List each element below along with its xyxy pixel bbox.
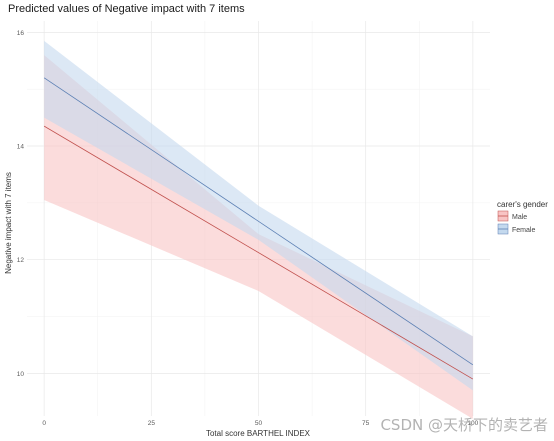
y-tick-label: 16	[17, 30, 25, 37]
legend: carer's gender Male Female	[497, 200, 548, 235]
series-line-female	[43, 77, 474, 366]
x-tick-label: 25	[148, 420, 156, 427]
series-line-male	[43, 125, 474, 380]
chart-title: Predicted values of Negative impact with…	[8, 3, 245, 15]
x-tick-label: 100	[467, 420, 478, 427]
y-tick-label: 14	[17, 144, 25, 151]
legend-title: carer's gender	[497, 200, 548, 209]
confidence-bands	[44, 40, 473, 419]
legend-label-male: Male	[512, 214, 527, 221]
watermark: CSDN @天桥下的卖艺者	[380, 416, 548, 434]
series-lines	[43, 77, 474, 380]
y-axis-title: Negative impact with 7 items	[4, 172, 13, 274]
x-tick-label: 0	[42, 420, 46, 427]
tick-labels: 0 25 50 75 100 10 12 14 16	[17, 30, 479, 427]
y-tick-label: 12	[17, 257, 25, 264]
legend-label-female: Female	[512, 227, 535, 234]
y-tick-label: 10	[17, 371, 25, 378]
x-tick-label: 50	[255, 420, 263, 427]
confidence-band-female	[44, 40, 473, 391]
x-tick-label: 75	[362, 420, 370, 427]
x-axis-title: Total score BARTHEL INDEX	[206, 429, 311, 438]
